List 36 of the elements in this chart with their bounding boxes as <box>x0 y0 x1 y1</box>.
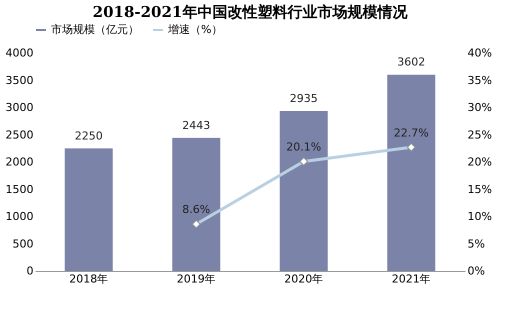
y2-tick-label: 35% <box>468 74 492 87</box>
y-tick-label: 1000 <box>6 210 34 223</box>
data-label: 22.7% <box>394 126 429 140</box>
data-label: 2250 <box>74 129 103 142</box>
data-label: 8.6% <box>182 203 210 216</box>
x-tick-label: 2020年 <box>284 272 324 286</box>
bar <box>280 111 328 271</box>
y2-tick-label: 0% <box>468 264 485 278</box>
y-tick-label: 3000 <box>6 101 34 114</box>
y-tick-label: 2500 <box>6 128 34 142</box>
y-tick-label: 1500 <box>6 182 34 196</box>
y2-tick-label: 5% <box>468 237 485 250</box>
x-tick-label: 2021年 <box>392 272 431 286</box>
x-tick-label: 2018年 <box>69 272 108 286</box>
y2-tick-label: 30% <box>468 101 492 114</box>
x-tick-label: 2019年 <box>176 272 216 286</box>
data-label: 3602 <box>397 56 426 69</box>
bar <box>387 74 436 271</box>
data-label: 2935 <box>290 92 318 106</box>
legend-label: 市场规模（亿元） <box>51 23 139 36</box>
y2-tick-label: 10% <box>468 210 492 223</box>
y-tick-label: 4000 <box>6 46 34 60</box>
bar <box>64 148 113 271</box>
y2-tick-label: 20% <box>468 156 492 168</box>
legend-label: 增速（%） <box>167 23 222 36</box>
y-tick-label: 2000 <box>6 156 34 168</box>
data-label: 2443 <box>182 118 210 132</box>
bar <box>172 138 220 271</box>
y-tick-label: 500 <box>12 237 34 250</box>
y2-tick-label: 25% <box>468 128 492 142</box>
y2-tick-label: 15% <box>468 182 492 196</box>
chart-title: 2018-2021年中国改性塑料行业市场规模情况 <box>92 3 408 21</box>
data-label: 20.1% <box>286 140 322 154</box>
y-tick-label: 3500 <box>6 74 34 87</box>
y-tick-label: 0 <box>26 264 34 278</box>
y2-tick-label: 40% <box>468 46 492 60</box>
